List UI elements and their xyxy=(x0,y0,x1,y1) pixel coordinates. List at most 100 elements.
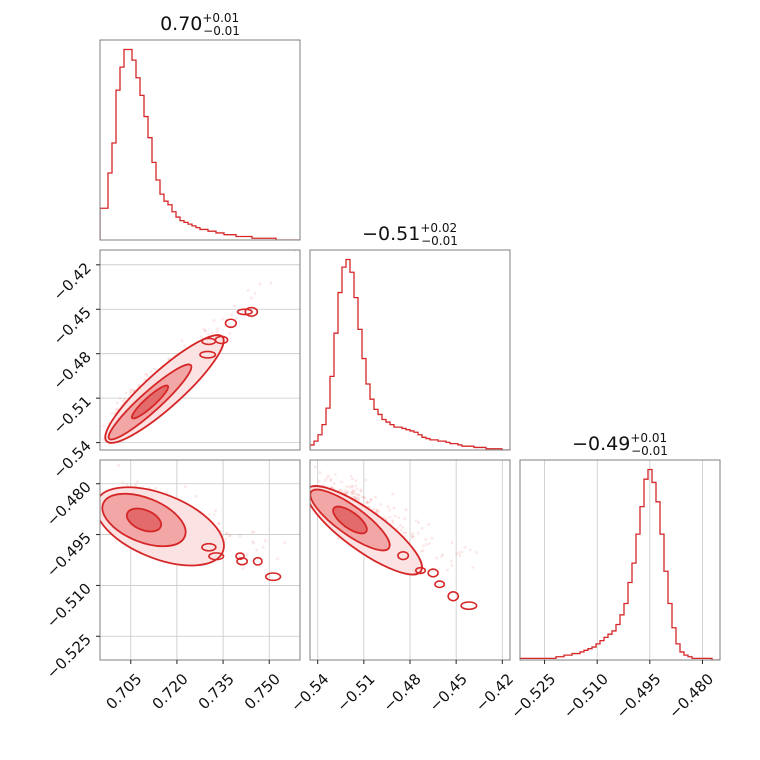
p5-sample-point xyxy=(397,516,401,520)
p4-contour-island xyxy=(236,557,249,566)
p5-sample-point xyxy=(345,485,349,489)
p5-sample-point xyxy=(354,484,358,488)
p5-sample-point xyxy=(350,492,354,496)
p2-sample-point xyxy=(110,412,114,416)
p5-sample-point xyxy=(340,480,343,484)
p4-sample-point xyxy=(121,481,125,485)
p5-sample-point xyxy=(420,527,424,530)
p5-sample-point xyxy=(307,487,310,490)
p2-sample-point xyxy=(216,327,220,331)
p4-xtick-label: 0.720 xyxy=(149,670,192,713)
p5-sample-point xyxy=(399,528,403,532)
p5-sample-point xyxy=(340,489,344,493)
p5-sample-point xyxy=(366,501,369,504)
p5-sample-point xyxy=(349,474,353,478)
p6-panel: −0.49+0.01 −0.01 −0.525 −0.510 −0.495 −0.480 xyxy=(507,431,721,722)
p6-xtick-label: −0.495 xyxy=(613,670,665,722)
p4-sample-point xyxy=(125,483,129,487)
p5-sample-point xyxy=(398,524,402,527)
p5-sample-point xyxy=(374,495,377,499)
p2-sample-point xyxy=(143,378,146,382)
p5-sample-point xyxy=(386,505,390,508)
p5-sample-point xyxy=(317,479,321,483)
p5-sample-point xyxy=(355,492,358,496)
p3-title-plus: +0.02 xyxy=(420,221,457,235)
p4-sample-point xyxy=(228,533,232,537)
p5-contour-island xyxy=(434,580,446,589)
p2-sample-point xyxy=(216,330,219,334)
p5-sample-point xyxy=(388,515,392,519)
p6-xtick-label: −0.480 xyxy=(665,670,717,722)
p4-sample-point xyxy=(241,566,245,570)
p6-xtick-label: −0.510 xyxy=(560,670,612,722)
p2-sample-point xyxy=(102,424,106,428)
p3-title: −0.51+0.02 −0.01 xyxy=(362,221,458,248)
p6-histogram-step xyxy=(520,468,720,660)
p5-sample-point xyxy=(346,490,350,494)
p1-title-value: 0.70 xyxy=(160,13,202,35)
p4-contour-island xyxy=(208,552,225,561)
p4-ytick-label: −0.510 xyxy=(43,580,95,632)
p2-ytick-label: −0.54 xyxy=(50,437,95,482)
p4-sample-point xyxy=(136,479,140,483)
p2-sample-point xyxy=(153,367,157,371)
p2-sample-point xyxy=(233,304,237,308)
p1-frame xyxy=(99,39,301,241)
p4-sample-point xyxy=(228,534,231,538)
p2-contour-island xyxy=(224,318,238,329)
p4-sample-point xyxy=(224,532,228,536)
p5-sample-point xyxy=(329,479,332,482)
p4-sample-point xyxy=(263,539,267,543)
p2-sample-point xyxy=(230,313,233,317)
p4-sample-point xyxy=(283,541,287,545)
p5-contour-island xyxy=(460,601,478,611)
p4-sample-point xyxy=(183,485,187,488)
p2-panel: −0.42−0.45−0.48−0.51−0.54 xyxy=(50,249,301,482)
p2-sample-point xyxy=(129,392,132,396)
p5-sample-point xyxy=(354,496,358,500)
p5-sample-point xyxy=(404,508,408,511)
p5-sample-point xyxy=(463,545,467,549)
p2-sample-point xyxy=(203,329,207,333)
p2-sample-point xyxy=(150,369,153,373)
p4-sample-point xyxy=(238,534,242,538)
p5-xtick-label: −0.54 xyxy=(287,670,332,715)
p5-sample-point xyxy=(435,556,439,560)
p2-frame xyxy=(99,249,301,451)
p2-sample-point xyxy=(212,319,216,322)
p5-sample-point xyxy=(365,500,369,504)
p4-contour-island xyxy=(252,556,263,566)
p5-sample-point xyxy=(411,535,415,539)
p4-xtick-label: 0.750 xyxy=(241,670,284,713)
p5-sample-point xyxy=(416,531,420,535)
p4-sample-point xyxy=(217,521,221,525)
p5-sample-point xyxy=(455,552,458,556)
p4-sample-point xyxy=(252,530,256,534)
p5-sample-point xyxy=(355,487,359,491)
p5-sample-point xyxy=(352,489,356,493)
p4-contour-island xyxy=(235,552,245,561)
p5-sample-point xyxy=(365,501,369,505)
p2-sample-point xyxy=(234,317,238,321)
p2-sample-point xyxy=(115,401,119,405)
p2-sample-point xyxy=(124,391,128,395)
p6-title-plus: +0.01 xyxy=(630,431,667,445)
p5-contour-island xyxy=(415,566,427,575)
p5-sample-point xyxy=(334,473,337,477)
p4-sample-point xyxy=(117,464,120,467)
p5-sample-point xyxy=(359,489,363,493)
p4-sample-point xyxy=(245,553,249,556)
p5-sample-point xyxy=(475,550,478,554)
p5-sample-point xyxy=(425,543,429,546)
p2-sample-point xyxy=(123,397,126,401)
p3-frame xyxy=(309,249,511,451)
p5-sample-point xyxy=(364,478,368,482)
p1-title-minus: −0.01 xyxy=(203,24,240,38)
p2-sample-point xyxy=(145,373,149,377)
p5-sample-point xyxy=(402,531,406,535)
p5-sample-point xyxy=(326,474,330,478)
p2-sample-point xyxy=(131,389,135,392)
p5-sample-point xyxy=(353,495,357,499)
p2-ytick-label: −0.48 xyxy=(50,348,95,393)
